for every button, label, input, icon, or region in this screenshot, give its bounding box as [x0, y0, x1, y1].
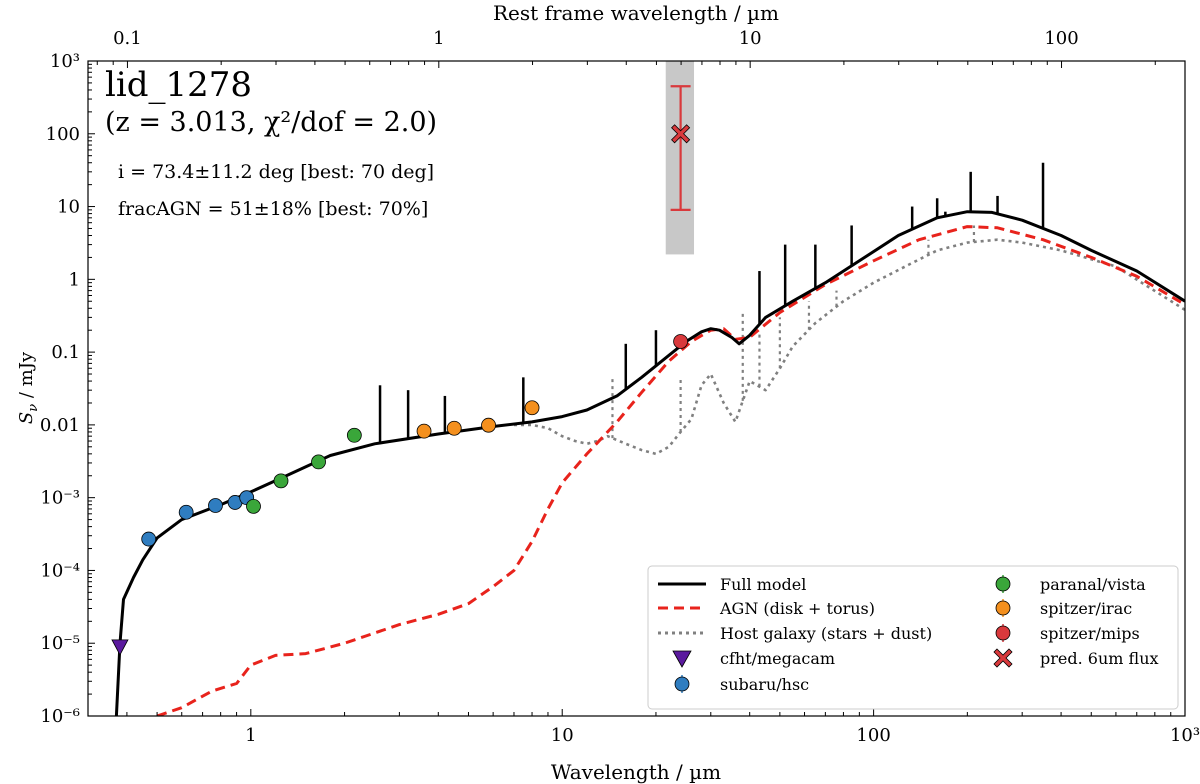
y-axis-label: Sν / mJy [16, 351, 41, 424]
x-axis-label: Wavelength / µm [551, 760, 721, 784]
legend-vista-label: paranal/vista [1040, 575, 1146, 594]
chart-title: lid_1278 [105, 65, 252, 105]
full-model-line [114, 210, 1185, 716]
y-tick-label: 0.01 [40, 415, 80, 436]
legend-vista-marker [995, 576, 1011, 592]
y-tick-label: 10 [57, 197, 80, 218]
spitzer-irac-point [446, 420, 462, 436]
legend-subaru-label: subaru/hsc [720, 675, 809, 694]
spitzer-irac-point [416, 423, 432, 439]
legend: Full model AGN (disk + torus) Host galax… [647, 565, 1179, 710]
host-galaxy-line [514, 238, 1185, 456]
legend-cfht-label: cfht/megacam [720, 649, 835, 668]
cfht-point [111, 639, 129, 656]
agn-line [156, 225, 1185, 716]
x-tick-label: 100 [856, 725, 890, 746]
fracagn-annotation: fracAGN = 51±18% [best: 70%] [118, 198, 428, 220]
y-tick-label: 10⁻⁶ [40, 706, 80, 727]
legend-irac-marker [995, 600, 1011, 616]
y-tick-label: 10⁻⁴ [40, 560, 80, 581]
x-tick-label: 10 [551, 725, 574, 746]
top-x-tick-label: 1 [433, 28, 444, 49]
axis-ticks: 1 10 100 10³ 0.1 1 10 100 10⁻⁶ 10⁻⁵ 10⁻⁴ 10⁻³ 0.01 0.… [40, 28, 1200, 746]
legend-mips-marker [995, 625, 1011, 641]
chart-subtitle: (z = 3.013, χ²/dof = 2.0) [105, 107, 437, 138]
legend-pred-marker [993, 648, 1013, 668]
model-curves [114, 162, 1185, 716]
y-tick-label: 0.1 [51, 342, 80, 363]
spitzer-irac-point [524, 400, 540, 416]
paranal-vista-point [346, 427, 362, 443]
legend-host-label: Host galaxy (stars + dust) [720, 624, 932, 643]
y-tick-label: 10⁻³ [40, 488, 80, 509]
paranal-vista-point [273, 473, 289, 489]
y-tick-label: 10³ [50, 51, 80, 72]
subaru-hsc-point [208, 498, 223, 513]
x-tick-label: 1 [245, 725, 256, 746]
photometry-points [111, 85, 691, 656]
paranal-vista-point [246, 498, 261, 514]
legend-box [647, 565, 1179, 710]
y-tick-label: 10⁻⁵ [40, 633, 80, 654]
legend-agn-label: AGN (disk + torus) [719, 599, 875, 618]
y-tick-label: 1 [69, 269, 80, 290]
pred-6um-point [671, 124, 691, 144]
inclination-annotation: i = 73.4±11.2 deg [best: 70 deg] [118, 161, 434, 183]
legend-irac-label: spitzer/irac [1040, 599, 1132, 618]
x-tick-label: 10³ [1170, 725, 1200, 746]
legend-cfht-marker [672, 650, 692, 668]
top-x-tick-label: 0.1 [113, 28, 142, 49]
y-tick-label: 100 [46, 124, 80, 145]
top-x-axis-label: Rest frame wavelength / µm [493, 1, 779, 25]
legend-pred-label: pred. 6um flux [1040, 649, 1159, 668]
legend-subaru-marker [674, 676, 690, 692]
paranal-vista-point [311, 454, 326, 470]
spitzer-irac-point [481, 417, 496, 433]
legend-full-model-label: Full model [720, 575, 806, 594]
subaru-hsc-point [141, 531, 157, 547]
top-x-tick-label: 100 [1044, 28, 1078, 49]
top-x-tick-label: 10 [739, 28, 762, 49]
plot-frame [87, 60, 1186, 717]
spitzer-mips-point [673, 334, 689, 349]
subaru-hsc-point [178, 504, 194, 520]
legend-mips-label: spitzer/mips [1040, 624, 1140, 643]
